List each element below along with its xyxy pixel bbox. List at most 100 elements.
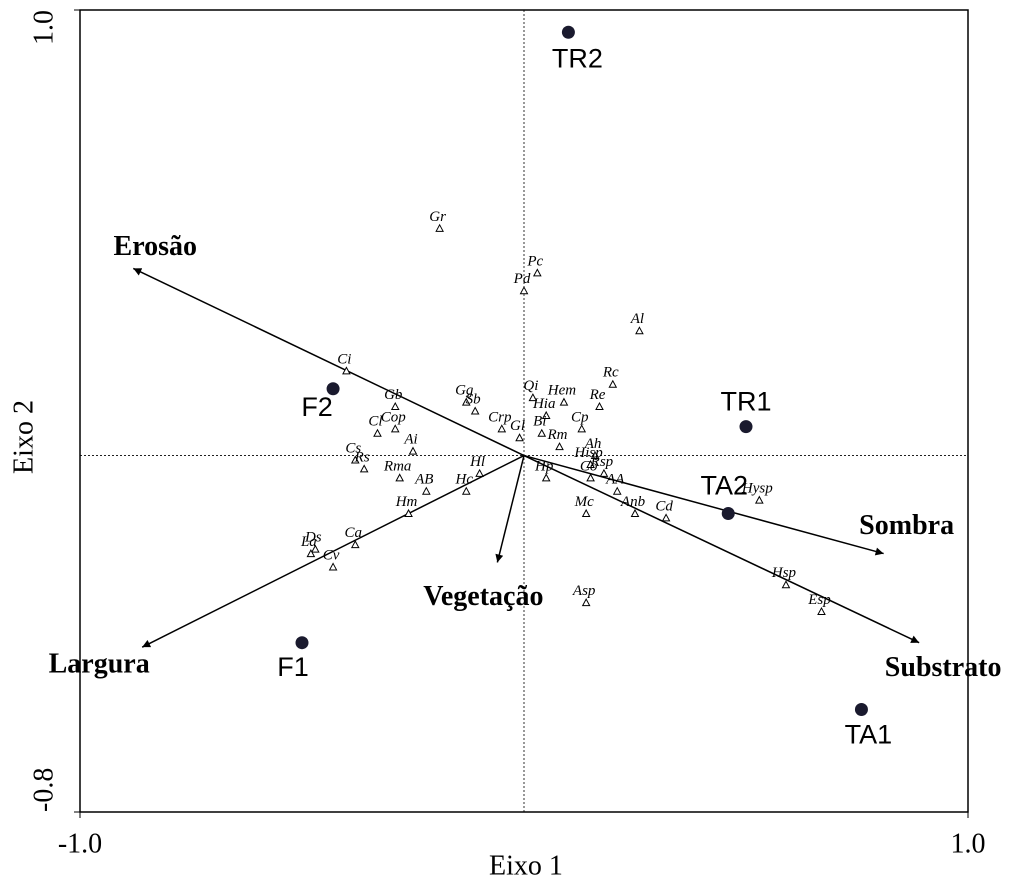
arrow-label: Sombra (859, 510, 954, 541)
species-label: Al (630, 311, 644, 327)
species-point (435, 223, 444, 232)
species-point (497, 424, 507, 433)
species-point (515, 433, 524, 442)
species-label: Qi (523, 378, 538, 394)
species-label: Rs (354, 449, 370, 465)
arrow-label: Erosão (114, 231, 198, 262)
species-point (754, 495, 764, 504)
species-label: Rm (547, 427, 568, 443)
species-label: Rsp (590, 454, 614, 470)
arrow-label: Largura (49, 649, 150, 680)
species-label: Mc (574, 494, 594, 510)
species-label: Hia (532, 396, 556, 412)
species-label: Re (589, 387, 606, 403)
species-point (528, 393, 538, 402)
species-point (635, 326, 644, 335)
species-label: Cp (571, 409, 589, 425)
species-point (586, 473, 595, 482)
site-label: TR1 (720, 387, 771, 417)
site-label: TR2 (552, 43, 603, 73)
site-label: TA1 (845, 720, 893, 750)
x-tick-label: -1.0 (58, 828, 102, 859)
y-tick-label: 1.0 (28, 10, 59, 45)
species-point (555, 442, 564, 451)
site-point (561, 25, 575, 39)
species-point (532, 268, 542, 277)
species-label: Anb (620, 494, 646, 510)
species-point (781, 580, 791, 589)
species-point (581, 598, 591, 607)
species-point (581, 508, 591, 517)
species-point (350, 540, 360, 549)
arrow (523, 454, 920, 644)
species-label: Gg (455, 383, 474, 399)
arrow (132, 267, 525, 457)
species-point (519, 286, 529, 295)
species-label: Co (580, 458, 598, 474)
species-point (395, 473, 405, 482)
species-point (537, 428, 547, 437)
species-label: Cv (323, 547, 340, 563)
species-label: Gr (429, 209, 446, 225)
species-label: Hm (395, 494, 418, 510)
species-label: Gl (510, 418, 525, 434)
species-label: Ah (584, 436, 602, 452)
arrow (523, 454, 884, 556)
species-label: Hp (534, 458, 554, 474)
site-point (295, 636, 309, 650)
y-axis-label: Eixo 2 (8, 400, 39, 474)
species-point (541, 473, 551, 482)
species-point (461, 397, 471, 406)
species-point (608, 379, 618, 388)
arrow (495, 455, 525, 563)
site-label: F2 (301, 392, 333, 422)
species-label: Gb (384, 387, 403, 403)
species-label: Cs (345, 440, 361, 456)
species-point (461, 486, 471, 495)
species-label: Hl (469, 454, 485, 470)
species-point (306, 549, 316, 558)
arrow-label: Vegetação (423, 581, 543, 612)
site-point (721, 506, 735, 520)
species-label: Ds (304, 530, 322, 546)
species-point (586, 459, 595, 468)
site-label: TA2 (700, 471, 748, 501)
species-point (475, 468, 484, 477)
species-label: Ci (337, 351, 351, 367)
x-tick-label: 1.0 (951, 828, 986, 859)
species-point (350, 455, 360, 464)
species-point (595, 401, 604, 411)
species-label: Sb (466, 391, 482, 407)
species-label: Hc (455, 472, 474, 488)
species-label: Ca (345, 525, 363, 541)
species-point (359, 464, 369, 473)
species-label: Pd (513, 271, 531, 287)
species-point (590, 451, 600, 460)
species-point (577, 424, 587, 433)
species-point (408, 446, 418, 455)
species-label: Esp (807, 592, 831, 608)
arrow-label: Substrato (885, 652, 1002, 683)
species-point (599, 468, 609, 477)
species-point (817, 606, 826, 615)
species-point (612, 486, 622, 495)
species-label: Crp (488, 409, 512, 425)
site-point (854, 703, 868, 717)
species-label: Cl (368, 414, 382, 430)
species-label: Hem (547, 383, 576, 399)
species-label: Cop (381, 409, 407, 425)
species-label: AA (605, 472, 625, 488)
species-label: AB (414, 472, 433, 488)
species-label: Ai (403, 432, 417, 448)
species-point (342, 366, 351, 375)
species-label: Bi (533, 414, 546, 430)
species-point (390, 424, 400, 433)
species-label: Pc (526, 253, 543, 269)
species-point (421, 486, 431, 495)
species-point (630, 508, 640, 517)
species-point (559, 397, 569, 406)
species-label: Hysp (741, 481, 773, 497)
species-point (373, 428, 382, 437)
species-point (470, 406, 480, 415)
